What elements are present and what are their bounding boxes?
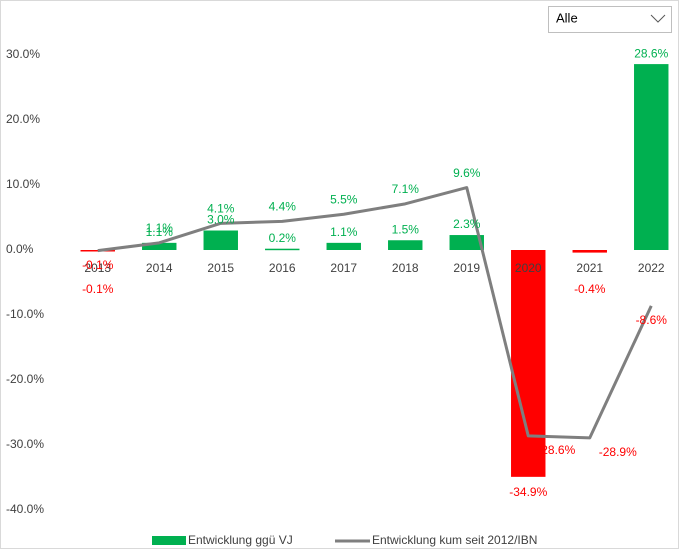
y-tick-label: -10.0% (6, 307, 44, 321)
line-series (97, 186, 653, 440)
data-label: 1.1% (146, 221, 174, 235)
x-tick-label: 2020 (515, 261, 542, 275)
data-label: 28.6% (634, 46, 668, 60)
y-tick-label: 30.0% (6, 47, 40, 61)
bar (265, 248, 300, 251)
data-label: 0.2% (269, 231, 297, 245)
data-label: 7.1% (392, 182, 420, 196)
data-label: 1.1% (330, 225, 358, 239)
bar (142, 242, 177, 250)
x-tick-label: 2015 (207, 261, 234, 275)
data-label: -34.9% (509, 485, 547, 499)
data-label: -0.1% (82, 258, 114, 272)
data-label: 4.1% (207, 202, 235, 216)
bar (511, 250, 546, 477)
x-tick-label: 2013 (84, 261, 111, 275)
bar (388, 240, 423, 250)
data-label: 3.0% (207, 213, 235, 227)
data-label: 5.5% (330, 192, 358, 206)
legend-label: Entwicklung kum seit 2012/IBN (372, 533, 537, 547)
data-label: 1.1% (146, 225, 174, 239)
data-label: 9.6% (453, 166, 481, 180)
filter-dropdown[interactable]: Alle (548, 6, 672, 33)
x-tick-label: 2017 (330, 261, 357, 275)
y-tick-label: -30.0% (6, 437, 44, 451)
y-tick-label: -20.0% (6, 372, 44, 386)
data-label: 2.3% (453, 217, 481, 231)
bar (203, 230, 238, 250)
x-tick-label: 2021 (576, 261, 603, 275)
data-label: -8.6% (636, 313, 668, 327)
y-tick-label: -40.0% (6, 502, 44, 516)
bar (449, 235, 484, 250)
legend-swatch (152, 536, 186, 545)
data-label: 1.5% (392, 222, 420, 236)
bar (80, 250, 115, 252)
bar (634, 64, 669, 250)
legend-label: Entwicklung ggü VJ (188, 533, 293, 547)
data-label: -28.6% (537, 443, 575, 457)
x-tick-label: 2016 (269, 261, 296, 275)
data-label: -28.9% (599, 445, 637, 459)
dropdown-value[interactable]: Alle (556, 10, 578, 25)
data-label: -0.4% (574, 282, 606, 296)
bar (572, 250, 607, 253)
y-tick-label: 10.0% (6, 177, 40, 191)
x-tick-label: 2018 (392, 261, 419, 275)
x-tick-label: 2014 (146, 261, 173, 275)
bar (326, 242, 361, 250)
x-tick-label: 2019 (453, 261, 480, 275)
y-tick-label: 0.0% (6, 242, 34, 256)
data-label: -0.1% (82, 282, 114, 296)
data-label: 4.4% (269, 200, 297, 214)
dropdown-box[interactable] (548, 6, 672, 33)
x-tick-label: 2022 (638, 261, 665, 275)
y-tick-label: 20.0% (6, 112, 40, 126)
dropdown-arrow[interactable] (650, 14, 666, 23)
